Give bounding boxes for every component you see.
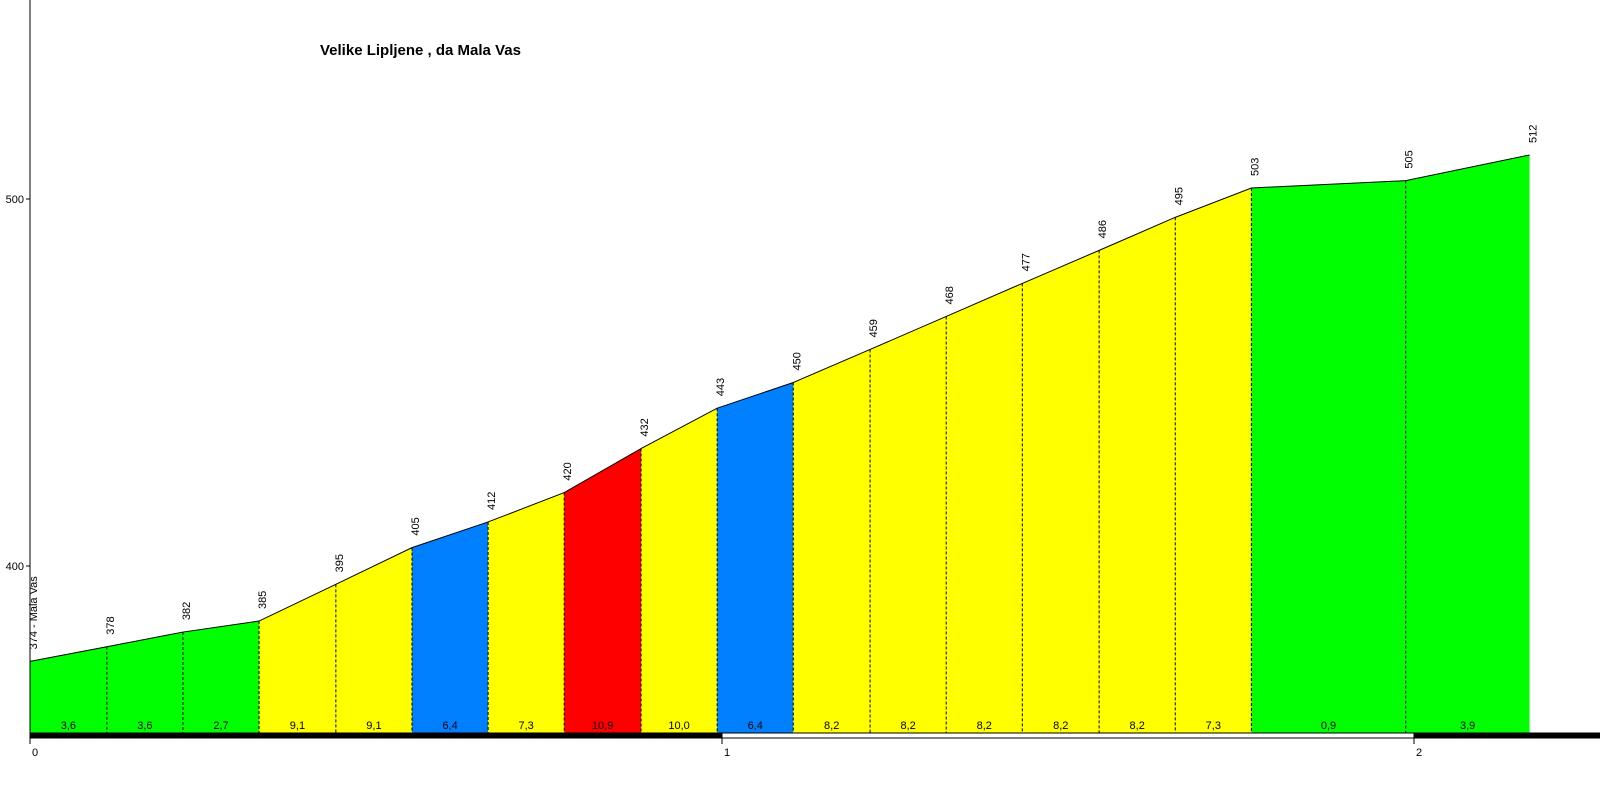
elevation-label: 477 (1020, 253, 1032, 271)
gradient-label: 3,6 (61, 720, 76, 732)
gradient-label: 3,9 (1460, 720, 1475, 732)
elevation-label: 432 (639, 418, 651, 436)
gradient-segment (30, 646, 107, 733)
gradient-label: 6,4 (748, 720, 763, 732)
elevation-label: 412 (486, 492, 498, 510)
gradient-label: 8,2 (1130, 720, 1145, 732)
gradient-label: 8,2 (977, 720, 992, 732)
elevation-label: 395 (334, 554, 346, 572)
gradient-label: 10,0 (668, 720, 689, 732)
gradient-segment (564, 448, 642, 733)
gradient-segment (335, 547, 412, 733)
gradient-segment (793, 349, 871, 733)
gradient-segment (106, 632, 183, 733)
x-tick-label: 1 (724, 747, 730, 759)
elevation-label: 374 - Mala Vas (28, 576, 40, 650)
gradient-label: 8,2 (1053, 720, 1068, 732)
gradient-segment (717, 382, 794, 733)
elevation-label: 443 (715, 378, 727, 396)
gradient-segment (1175, 187, 1252, 734)
elevation-label: 450 (791, 352, 803, 370)
gradient-segment (641, 408, 718, 733)
gradient-label: 7,3 (519, 720, 534, 732)
gradient-segment (182, 621, 260, 733)
gradient-segment (946, 283, 1023, 733)
elevation-label: 382 (181, 602, 193, 620)
gradient-label: 8,2 (824, 720, 839, 732)
y-tick-label: 500 (6, 194, 24, 206)
axes-layer: 0 1 2 400 500 (6, 0, 1600, 759)
elevation-label: 378 (105, 616, 117, 634)
gradient-segment (870, 316, 947, 733)
gradient-segment (1405, 154, 1530, 733)
gradient-label: 10,9 (592, 720, 613, 732)
gradient-label: 7,3 (1206, 720, 1221, 732)
y-tick-label: 400 (6, 561, 24, 573)
gradient-label: 9,1 (366, 720, 381, 732)
gradient-segment (411, 521, 489, 733)
elevation-label: 495 (1173, 187, 1185, 205)
elevation-label: 459 (868, 319, 880, 337)
km-bar-segment (721, 732, 1415, 739)
x-tick-label: 2 (1416, 747, 1422, 759)
km-bar-segment (29, 732, 723, 739)
elevation-label: 512 (1528, 125, 1540, 143)
gradient-label: 6,4 (442, 720, 457, 732)
gradient-segment (259, 584, 336, 733)
gradient-label: 0,9 (1321, 720, 1336, 732)
km-bar-segment (1413, 732, 1600, 739)
gradient-segment (1022, 250, 1100, 733)
x-tick-label: 0 (32, 747, 38, 759)
gradient-segment (1099, 217, 1176, 734)
gradient-segment (488, 492, 565, 733)
gradient-label: 2,7 (213, 720, 228, 732)
elevation-label: 505 (1404, 150, 1416, 168)
chart-title: Velike Lipljene , da Mala Vas (320, 42, 521, 59)
segments-layer (29, 154, 1530, 734)
gradient-label: 3,6 (137, 720, 152, 732)
elevation-label: 420 (562, 462, 574, 480)
gradient-label: 9,1 (290, 720, 305, 732)
elevation-label: 385 (257, 591, 269, 609)
labels-layer: 374 - Mala Vas 378 382 385 395 405 412 420 432 44… (28, 125, 1540, 732)
elevation-label: 486 (1097, 220, 1109, 238)
elevation-label: 468 (944, 286, 956, 304)
gradient-segment (1251, 180, 1406, 733)
elevation-label: 405 (410, 517, 422, 535)
gradient-label: 8,2 (900, 720, 915, 732)
elevation-label: 503 (1249, 158, 1261, 176)
